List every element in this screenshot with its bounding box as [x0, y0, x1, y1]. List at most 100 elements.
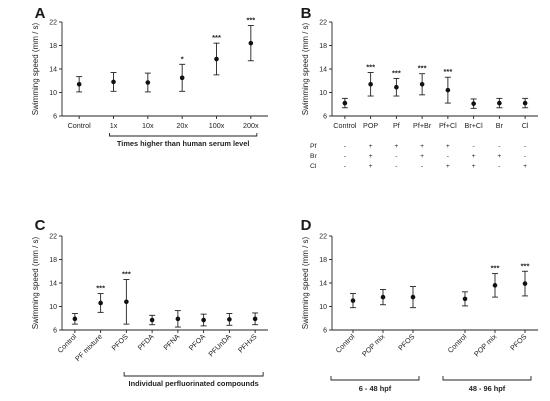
panel-b-data-point: [471, 101, 476, 106]
panel-d-group-bracket: [330, 376, 420, 381]
panel-d-ytick-label: 22: [319, 234, 327, 241]
panel-a-y-label: Swimming speed (mm / s): [31, 22, 40, 115]
panel-a-data-point: [145, 80, 151, 85]
panel-a-xtick-label: 20x: [176, 121, 188, 130]
panel-c-bracket: [123, 372, 264, 377]
panel-d-significance-label: ***: [491, 264, 500, 273]
panel-a-bracket-label: Times higher than human serum level: [117, 139, 250, 148]
panel-b-matrix-cell: +: [472, 153, 476, 160]
panel-b-matrix-cell: -: [395, 153, 397, 160]
panel-a-xtick-label: 10x: [142, 121, 154, 130]
panel-b-data-point: [445, 87, 451, 93]
panel-b-data-point: [368, 81, 373, 87]
panel-b-significance-label: ***: [418, 64, 427, 73]
panel-c-data-point: [201, 317, 206, 323]
panel-b-matrix-row-label: Pf: [310, 143, 317, 150]
panel-a-data-point: [111, 79, 116, 85]
panel-a-xtick-label: 100x: [209, 121, 225, 130]
panel-d-data-point: [410, 294, 416, 300]
panel-a-ytick-label: 22: [49, 20, 57, 27]
panel-b-matrix-cell: +: [420, 143, 424, 150]
panel-b-significance-label: ***: [443, 67, 452, 76]
panel-d-ytick-label: 6: [323, 328, 327, 335]
panel-b-matrix-cell: +: [523, 163, 527, 170]
panel-c-xtick-label: PFUnDA: [206, 332, 233, 359]
panel-d-xtick-label: Control: [334, 332, 357, 355]
panel-b-matrix-row-label: Br: [310, 153, 318, 160]
panel-b-y-label: Swimming speed (mm / s): [301, 22, 310, 115]
panel-d-xtick-label: POP mix: [360, 332, 387, 359]
panel-c-significance-label: ***: [122, 269, 131, 278]
panel-c-data-point: [72, 316, 78, 322]
panel-c-data-point: [175, 316, 181, 322]
panel-a-data-point: [248, 40, 254, 46]
panel-c-data-point: [98, 300, 103, 306]
panel-d-xtick-label: POP mix: [472, 332, 499, 359]
panel-b-data-point: [394, 84, 399, 90]
panel-c-bracket-label: Individual perfluorinated compounds: [129, 379, 259, 388]
panel-a-ytick-label: 6: [53, 114, 57, 121]
panel-c-data-point: [149, 317, 155, 323]
panel-b-xtick-label: Br: [496, 121, 504, 130]
panel-b-matrix-cell: -: [524, 153, 526, 160]
panel-b-matrix-cell: -: [344, 153, 346, 160]
panel-a-xtick-label: 200x: [243, 121, 259, 130]
panel-c-xtick-label: Control: [56, 332, 79, 355]
panel-a-data-point: [76, 81, 82, 87]
panel-c-data-point: [124, 299, 129, 305]
panel-a-letter: A: [35, 5, 46, 22]
panel-c-data-point: [252, 316, 258, 322]
panel-a-ytick-label: 10: [49, 90, 57, 97]
panel-a-ytick-label: 18: [49, 43, 57, 50]
panel-d-xtick-label: Control: [446, 332, 469, 355]
panel-b-matrix-cell: -: [344, 143, 346, 150]
panel-d-group-bracket: [442, 376, 532, 381]
panel-a-xtick-label: Control: [68, 121, 92, 130]
panel-b-matrix-cell: +: [472, 163, 476, 170]
panel-b-xtick-label: Pf+Br: [413, 121, 432, 130]
panel-d-data-point: [522, 281, 528, 286]
panel-c-ytick-label: 18: [49, 257, 57, 264]
panel-d-group-label: 48 - 96 hpf: [469, 384, 506, 393]
panel-b-letter: B: [301, 5, 312, 22]
panel-d-letter: D: [301, 217, 312, 234]
panel-c-data-point: [227, 317, 232, 322]
panel-c-xtick-label: PFOS: [110, 332, 130, 352]
panel-b-matrix-cell: +: [420, 153, 424, 160]
panel-d-data-point: [350, 298, 356, 303]
panel-b-xtick-label: Cl: [522, 121, 529, 130]
panel-b-matrix-cell: -: [447, 153, 449, 160]
panel-d-xtick-label: PFOS: [508, 332, 528, 352]
panel-d-ytick-label: 18: [319, 257, 327, 264]
panel-a-significance-label: *: [181, 54, 184, 63]
panel-b-ytick-label: 6: [323, 114, 327, 121]
panel-a-data-point: [179, 75, 185, 81]
panel-b-data-point: [342, 100, 348, 106]
panel-d-ytick-label: 10: [319, 304, 327, 311]
panel-b-matrix-cell: +: [446, 163, 450, 170]
panel-a-bracket: [109, 133, 258, 137]
panel-c-ytick-label: 22: [49, 234, 57, 241]
panel-b-matrix-cell: -: [472, 143, 474, 150]
panel-b-matrix-cell: +: [369, 153, 373, 160]
panel-d-group-label: 6 - 48 hpf: [359, 384, 392, 393]
panel-b-matrix-cell: +: [446, 143, 450, 150]
panel-b-data-point: [522, 100, 528, 106]
panel-b-matrix-cell: -: [498, 163, 500, 170]
panel-a-ytick-label: 14: [49, 67, 57, 74]
panel-b-ytick-label: 10: [319, 90, 327, 97]
panel-b-matrix-cell: -: [498, 143, 500, 150]
panel-b-matrix-cell: -: [524, 143, 526, 150]
panel-b-xtick-label: Br+Cl: [465, 121, 484, 130]
panel-b-matrix-cell: +: [369, 143, 373, 150]
panel-c-ytick-label: 14: [49, 281, 57, 288]
panel-d-data-point: [492, 283, 498, 288]
panel-c-xtick-label: PFOA: [187, 332, 207, 352]
panel-b-matrix-cell: -: [421, 163, 423, 170]
panel-c-ytick-label: 10: [49, 304, 57, 311]
panel-c-ytick-label: 6: [53, 328, 57, 335]
panel-d-xtick-label: PFOS: [396, 332, 416, 352]
panel-b-xtick-label: POP: [363, 121, 378, 130]
panel-c-letter: C: [35, 217, 46, 234]
